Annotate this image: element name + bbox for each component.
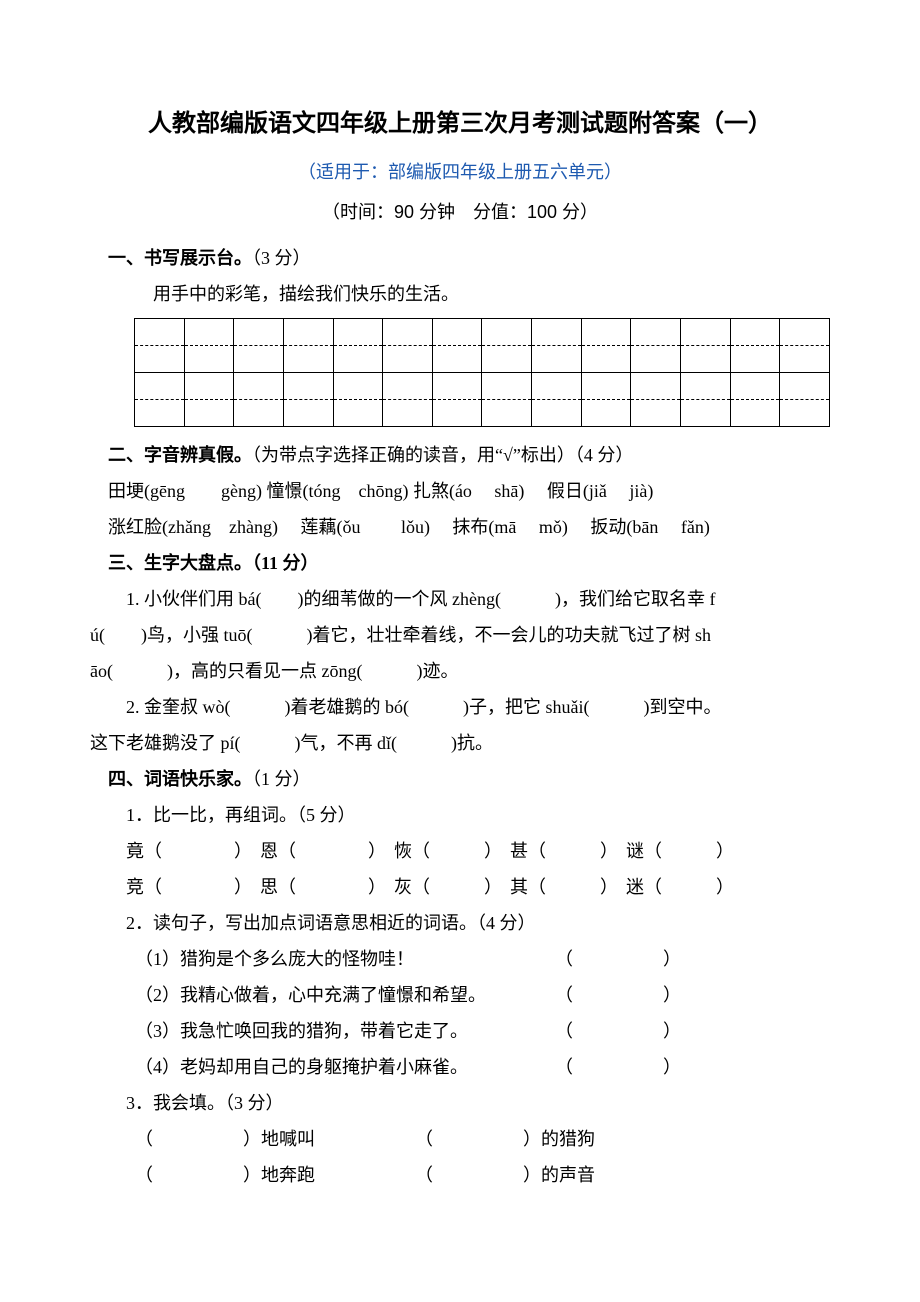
- section-3-p1a: 1. 小伙伴们用 bá( )的细苇做的一个风 zhèng( )，我们给它取名幸 …: [90, 581, 830, 617]
- section-2-line2: 涨红脸(zhǎng zhàng) 莲藕(ǒu lǒu) 抹布(mā mǒ) 扳动…: [90, 509, 830, 545]
- q1-head: 1．比一比，再组词。（5 分）: [90, 797, 830, 833]
- q2-text-2: （2）我精心做着，心中充满了憧憬和希望。: [135, 977, 505, 1013]
- section-3-p1b: ú( )鸟，小强 tuō( )着它，壮壮牵着线，不一会儿的功夫就飞过了树 sh: [90, 617, 830, 653]
- q1-row2: 竞（ ） 思（ ） 灰（ ） 其（ ） 迷（ ）: [90, 869, 830, 905]
- q2-blank-3: （ ）: [505, 1013, 681, 1049]
- section-3-points: （11 分）: [252, 553, 319, 573]
- q2-text-4: （4）老妈却用自己的身躯掩护着小麻雀。: [135, 1049, 505, 1085]
- q2-item-4: （4）老妈却用自己的身躯掩护着小麻雀。 （ ）: [90, 1049, 830, 1085]
- q2-blank-4: （ ）: [505, 1049, 681, 1085]
- section-4-title: 四、词语快乐家。: [108, 769, 252, 789]
- section-4-head: 四、词语快乐家。（1 分）: [90, 761, 830, 797]
- q3-head: 3．我会填。（3 分）: [90, 1085, 830, 1121]
- q1-r2-2: 灰（ ）: [394, 869, 510, 905]
- q3-r1-0: （ ）地喊叫: [135, 1121, 415, 1157]
- section-3-p1c: āo( )，高的只看见一点 zōng( )迹。: [90, 653, 830, 689]
- q2-item-3: （3）我急忙唤回我的猎狗，带着它走了。 （ ）: [90, 1013, 830, 1049]
- section-3-head: 三、生字大盘点。（11 分）: [90, 545, 830, 581]
- writing-grid: [134, 318, 830, 427]
- q2-text-3: （3）我急忙唤回我的猎狗，带着它走了。: [135, 1013, 505, 1049]
- section-2-line1: 田埂(gēng gèng) 憧憬(tóng chōng) 扎煞(áo shā) …: [90, 473, 830, 509]
- q1-r2-1: 思（ ）: [260, 869, 394, 905]
- q3-row-2: （ ）地奔跑 （ ）的声音: [90, 1157, 830, 1193]
- q1-r1-3: 甚（ ）: [510, 833, 626, 869]
- q1-r1-0: 竟（ ）: [126, 833, 260, 869]
- section-2-head: 二、字音辨真假。（为带点字选择正确的读音，用“√”标出）（4 分）: [90, 437, 830, 473]
- section-2-title: 二、字音辨真假。: [108, 445, 252, 465]
- q3-row-1: （ ）地喊叫 （ ）的猎狗: [90, 1121, 830, 1157]
- q1-r1-2: 恢（ ）: [394, 833, 510, 869]
- page: 人教部编版语文四年级上册第三次月考测试题附答案（一） （适用于：部编版四年级上册…: [0, 0, 920, 1253]
- section-1-head: 一、书写展示台。（3 分）: [90, 240, 830, 276]
- section-1-prompt: 用手中的彩笔，描绘我们快乐的生活。: [90, 276, 830, 312]
- q1-r2-0: 竞（ ）: [126, 869, 260, 905]
- section-3-p2b: 这下老雄鹅没了 pí( )气，不再 dǐ( )抗。: [90, 725, 830, 761]
- q2-head: 2．读句子，写出加点词语意思相近的词语。（4 分）: [90, 905, 830, 941]
- section-1-points: （3 分）: [252, 248, 311, 268]
- q2-text-1: （1）猎狗是个多么庞大的怪物哇！: [135, 941, 505, 977]
- section-4-points: （1 分）: [252, 769, 311, 789]
- q3-r2-0: （ ）地奔跑: [135, 1157, 415, 1193]
- q3-r1-1: （ ）的猎狗: [415, 1121, 695, 1157]
- q1-r1-4: 谜（ ）: [626, 833, 742, 869]
- section-1-title: 一、书写展示台。: [108, 248, 252, 268]
- section-3-p2a: 2. 金奎叔 wò( )着老雄鹅的 bó( )子，把它 shuǎi( )到空中。: [90, 689, 830, 725]
- q1-r2-4: 迷（ ）: [626, 869, 742, 905]
- section-2-desc: （为带点字选择正确的读音，用“√”标出）（4 分）: [252, 445, 633, 465]
- section-3-title: 三、生字大盘点。: [108, 553, 252, 573]
- exam-meta: （时间：90 分钟 分值：100 分）: [90, 194, 830, 230]
- q1-row1: 竟（ ） 恩（ ） 恢（ ） 甚（ ） 谜（ ）: [90, 833, 830, 869]
- q2-blank-1: （ ）: [505, 941, 681, 977]
- q2-item-2: （2）我精心做着，心中充满了憧憬和希望。 （ ）: [90, 977, 830, 1013]
- q1-r2-3: 其（ ）: [510, 869, 626, 905]
- q1-r1-1: 恩（ ）: [260, 833, 394, 869]
- q3-r2-1: （ ）的声音: [415, 1157, 695, 1193]
- q2-blank-2: （ ）: [505, 977, 681, 1013]
- subtitle: （适用于：部编版四年级上册五六单元）: [90, 154, 830, 190]
- page-title: 人教部编版语文四年级上册第三次月考测试题附答案（一）: [90, 100, 830, 148]
- q2-item-1: （1）猎狗是个多么庞大的怪物哇！ （ ）: [90, 941, 830, 977]
